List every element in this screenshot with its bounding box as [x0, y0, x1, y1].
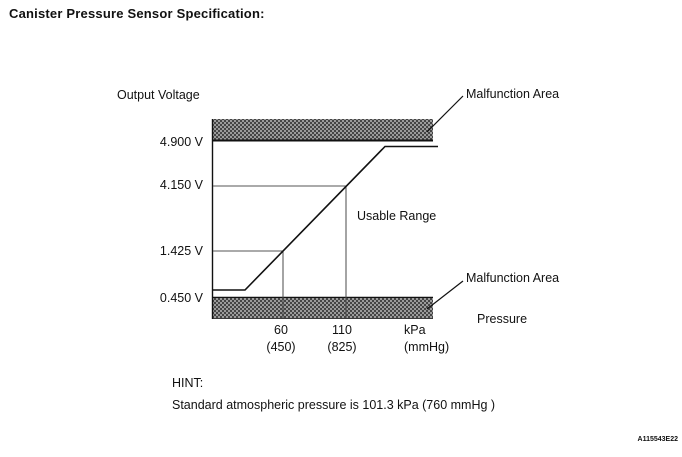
- y-tick-4150: 4.150 V: [159, 178, 203, 192]
- sensor-output-curve: [213, 145, 438, 291]
- malfunction-area-label-bottom: Malfunction Area: [466, 271, 560, 285]
- x-axis-label: Pressure: [477, 312, 528, 326]
- figure-id: A115543E22: [637, 436, 678, 443]
- leader-line-malfunction-bottom: [426, 280, 464, 310]
- x-tick-60-kpa: 60: [274, 323, 288, 337]
- x-unit-kpa: kPa: [404, 323, 426, 337]
- x-tick-110-mmhg: (825): [327, 340, 357, 354]
- x-unit-mmhg: (mmHg): [404, 340, 450, 354]
- malfunction-band-bottom: [213, 298, 433, 319]
- x-tick-60-mmhg: (450): [266, 340, 296, 354]
- usable-range-label: Usable Range: [357, 209, 437, 223]
- y-tick-4900: 4.900 V: [159, 135, 203, 149]
- hint-text: Standard atmospheric pressure is 101.3 k…: [172, 398, 496, 412]
- x-tick-110-kpa: 110: [332, 323, 352, 337]
- y-axis-label: Output Voltage: [117, 88, 200, 102]
- page-title: Canister Pressure Sensor Specification:: [9, 6, 265, 21]
- y-tick-0450: 0.450 V: [159, 291, 203, 305]
- hint-label: HINT:: [172, 376, 204, 390]
- malfunction-area-label-top: Malfunction Area: [466, 87, 560, 101]
- malfunction-band-top: [213, 119, 433, 140]
- leader-line-malfunction-top: [426, 95, 464, 133]
- y-tick-1425: 1.425 V: [159, 244, 203, 258]
